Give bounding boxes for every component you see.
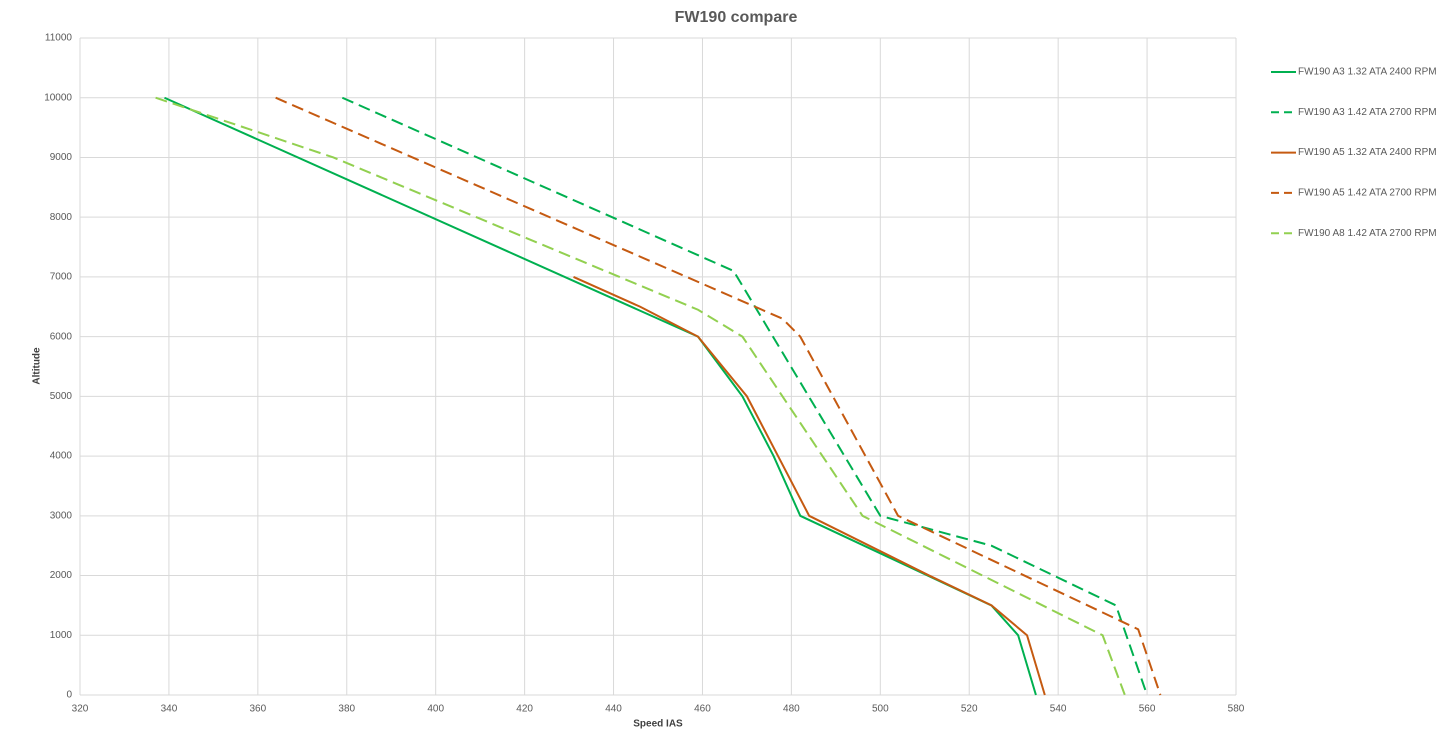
y-tick-label: 3000 (50, 510, 73, 521)
series-line (573, 275, 1046, 696)
y-tick-label: 0 (66, 690, 72, 701)
x-tick-label: 580 (1228, 704, 1245, 715)
x-tick-label: 400 (427, 704, 444, 715)
series-line (275, 96, 1162, 696)
x-tick-label: 480 (783, 704, 800, 715)
chart-title: FW190 compare (675, 9, 798, 26)
y-axis-title: Altitude (32, 347, 43, 385)
legend-label: FW190 A8 1.42 ATA 2700 RPM (1298, 228, 1437, 239)
y-tick-label: 7000 (50, 272, 73, 283)
y-tick-label: 6000 (50, 331, 73, 342)
x-tick-label: 540 (1050, 704, 1067, 715)
series-line (155, 96, 1126, 696)
y-tick-label: 1000 (50, 630, 73, 641)
y-tick-label: 2000 (50, 570, 73, 581)
x-tick-label: 360 (250, 704, 267, 715)
y-tick-label: 4000 (50, 451, 73, 462)
y-tick-label: 11000 (45, 33, 73, 44)
y-tick-label: 10000 (44, 92, 72, 103)
x-tick-label: 520 (961, 704, 978, 715)
x-tick-label: 420 (516, 704, 533, 715)
legend-label: FW190 A3 1.32 ATA 2400 RPM (1298, 67, 1437, 78)
x-tick-label: 340 (161, 704, 178, 715)
x-tick-label: 500 (872, 704, 889, 715)
y-tick-label: 9000 (50, 152, 73, 163)
x-tick-label: 440 (605, 704, 622, 715)
legend-label: FW190 A3 1.42 ATA 2700 RPM (1298, 107, 1437, 118)
legend-label: FW190 A5 1.32 ATA 2400 RPM (1298, 147, 1437, 158)
x-tick-label: 560 (1139, 704, 1156, 715)
x-axis-title: Speed IAS (633, 719, 683, 730)
y-tick-label: 8000 (50, 212, 73, 223)
x-tick-label: 380 (338, 704, 355, 715)
x-tick-label: 320 (72, 704, 89, 715)
y-tick-label: 5000 (50, 391, 73, 402)
x-tick-label: 460 (694, 704, 711, 715)
legend-label: FW190 A5 1.42 ATA 2700 RPM (1298, 188, 1437, 199)
